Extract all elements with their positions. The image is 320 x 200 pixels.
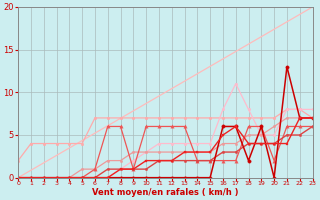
X-axis label: Vent moyen/en rafales ( km/h ): Vent moyen/en rafales ( km/h ) [92, 188, 239, 197]
